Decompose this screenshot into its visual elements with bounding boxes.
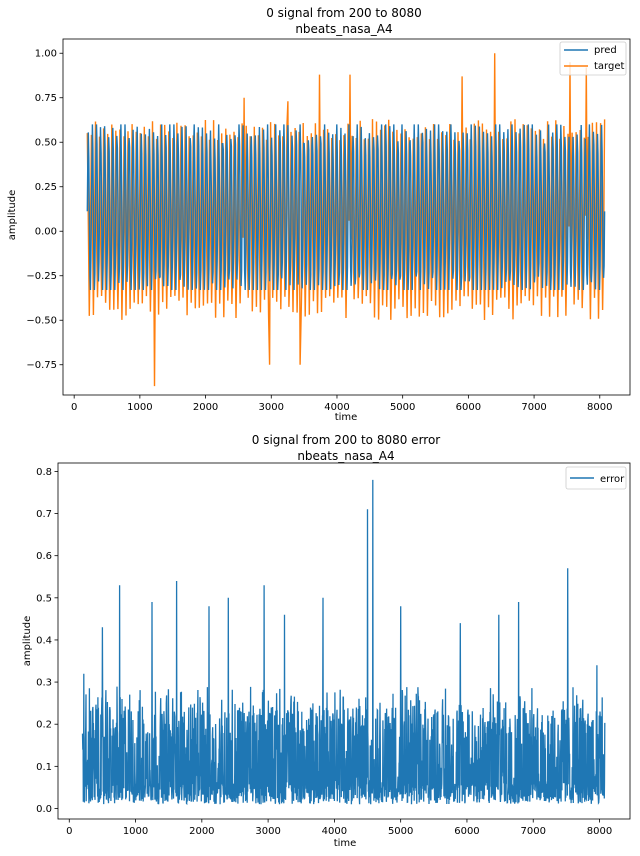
chart-bottom-subtitle: nbeats_nasa_A4 bbox=[297, 449, 394, 463]
chart-top-x-tick-label: 3000 bbox=[259, 402, 284, 413]
chart-top-y-axis: −0.75 −0.50 −0.25 0.00 0.25 0.50 0.75 1.00 bbox=[26, 49, 63, 371]
chart-bottom-x-tick-label: 5000 bbox=[388, 826, 413, 837]
chart-top-x-label: time bbox=[335, 412, 358, 423]
chart-bottom-title: 0 signal from 200 to 8080 error bbox=[252, 433, 441, 447]
chart-bottom-x-tick-label: 1000 bbox=[123, 826, 148, 837]
chart-top-y-tick-label: 1.00 bbox=[35, 49, 57, 60]
chart-top-subtitle: nbeats_nasa_A4 bbox=[295, 22, 392, 36]
chart-top-x-tick-label: 0 bbox=[71, 402, 77, 413]
chart-bottom-x-tick-label: 2000 bbox=[189, 826, 214, 837]
chart-top-x-tick-label: 8000 bbox=[587, 402, 612, 413]
chart-top-title: 0 signal from 200 to 8080 bbox=[266, 6, 422, 20]
chart-top-legend: pred target bbox=[559, 41, 627, 76]
chart-bottom-x-label: time bbox=[334, 838, 357, 849]
chart-top-y-tick-label: 0.25 bbox=[35, 182, 57, 193]
chart-top-y-tick-label: 0.00 bbox=[35, 227, 57, 238]
chart-top-y-tick-label: −0.50 bbox=[26, 316, 57, 327]
chart-top-y-label: amplitude bbox=[7, 190, 18, 241]
chart-top-plot-area bbox=[86, 53, 606, 387]
chart-bottom-x-tick-label: 7000 bbox=[521, 826, 546, 837]
chart-bottom-x-axis: 0 1000 2000 3000 4000 5000 6000 7000 8000 bbox=[66, 819, 612, 837]
chart-top-y-tick-label: 0.75 bbox=[35, 93, 57, 104]
chart-top-x-axis: 0 1000 2000 3000 4000 5000 6000 7000 8000 bbox=[71, 395, 613, 413]
chart-bottom: 0 signal from 200 to 8080 error nbeats_n… bbox=[22, 433, 631, 849]
chart-bottom-y-tick-label: 0.6 bbox=[36, 551, 52, 562]
chart-bottom-plot-area bbox=[81, 479, 606, 806]
chart-bottom-y-tick-label: 0.2 bbox=[36, 720, 52, 731]
chart-top-x-tick-label: 7000 bbox=[521, 402, 546, 413]
chart-top-x-tick-label: 5000 bbox=[390, 402, 415, 413]
chart-bottom-x-tick-label: 0 bbox=[66, 826, 72, 837]
chart-bottom-y-axis: 0.0 0.1 0.2 0.3 0.4 0.5 0.6 0.7 0.8 bbox=[36, 467, 58, 815]
chart-bottom-y-tick-label: 0.7 bbox=[36, 509, 52, 520]
chart-bottom-x-tick-label: 8000 bbox=[587, 826, 612, 837]
chart-bottom-legend: error bbox=[565, 466, 627, 490]
chart-bottom-y-tick-label: 0.3 bbox=[36, 678, 52, 689]
chart-top-frame bbox=[62, 38, 631, 396]
chart-bottom-x-tick-label: 4000 bbox=[322, 826, 347, 837]
chart-top-x-tick-label: 4000 bbox=[324, 402, 349, 413]
chart-top-y-tick-label: −0.25 bbox=[26, 271, 57, 282]
chart-top-x-tick-label: 2000 bbox=[193, 402, 218, 413]
chart-top-y-tick-label: 0.50 bbox=[35, 138, 57, 149]
legend-error-label: error bbox=[600, 474, 625, 485]
chart-bottom-y-tick-label: 0.4 bbox=[36, 635, 52, 646]
chart-bottom-y-tick-label: 0.5 bbox=[36, 593, 52, 604]
chart-bottom-x-tick-label: 6000 bbox=[454, 826, 479, 837]
chart-top-x-tick-label: 6000 bbox=[456, 402, 481, 413]
chart-bottom-y-tick-label: 0.0 bbox=[36, 804, 52, 815]
chart-top-x-tick-label: 1000 bbox=[127, 402, 152, 413]
legend-target-label: target bbox=[594, 61, 624, 72]
chart-bottom-y-label: amplitude bbox=[22, 616, 33, 667]
series-pred-line bbox=[86, 124, 606, 291]
legend-pred-label: pred bbox=[594, 45, 617, 56]
chart-top: 0 signal from 200 to 8080 nbeats_nasa_A4… bbox=[7, 6, 631, 423]
chart-bottom-x-tick-label: 3000 bbox=[255, 826, 280, 837]
series-error-line bbox=[81, 479, 606, 806]
chart-top-y-tick-label: −0.75 bbox=[26, 360, 57, 371]
chart-bottom-y-tick-label: 0.1 bbox=[36, 762, 52, 773]
chart-bottom-y-tick-label: 0.8 bbox=[36, 467, 52, 478]
chart-bottom-frame bbox=[57, 462, 631, 820]
